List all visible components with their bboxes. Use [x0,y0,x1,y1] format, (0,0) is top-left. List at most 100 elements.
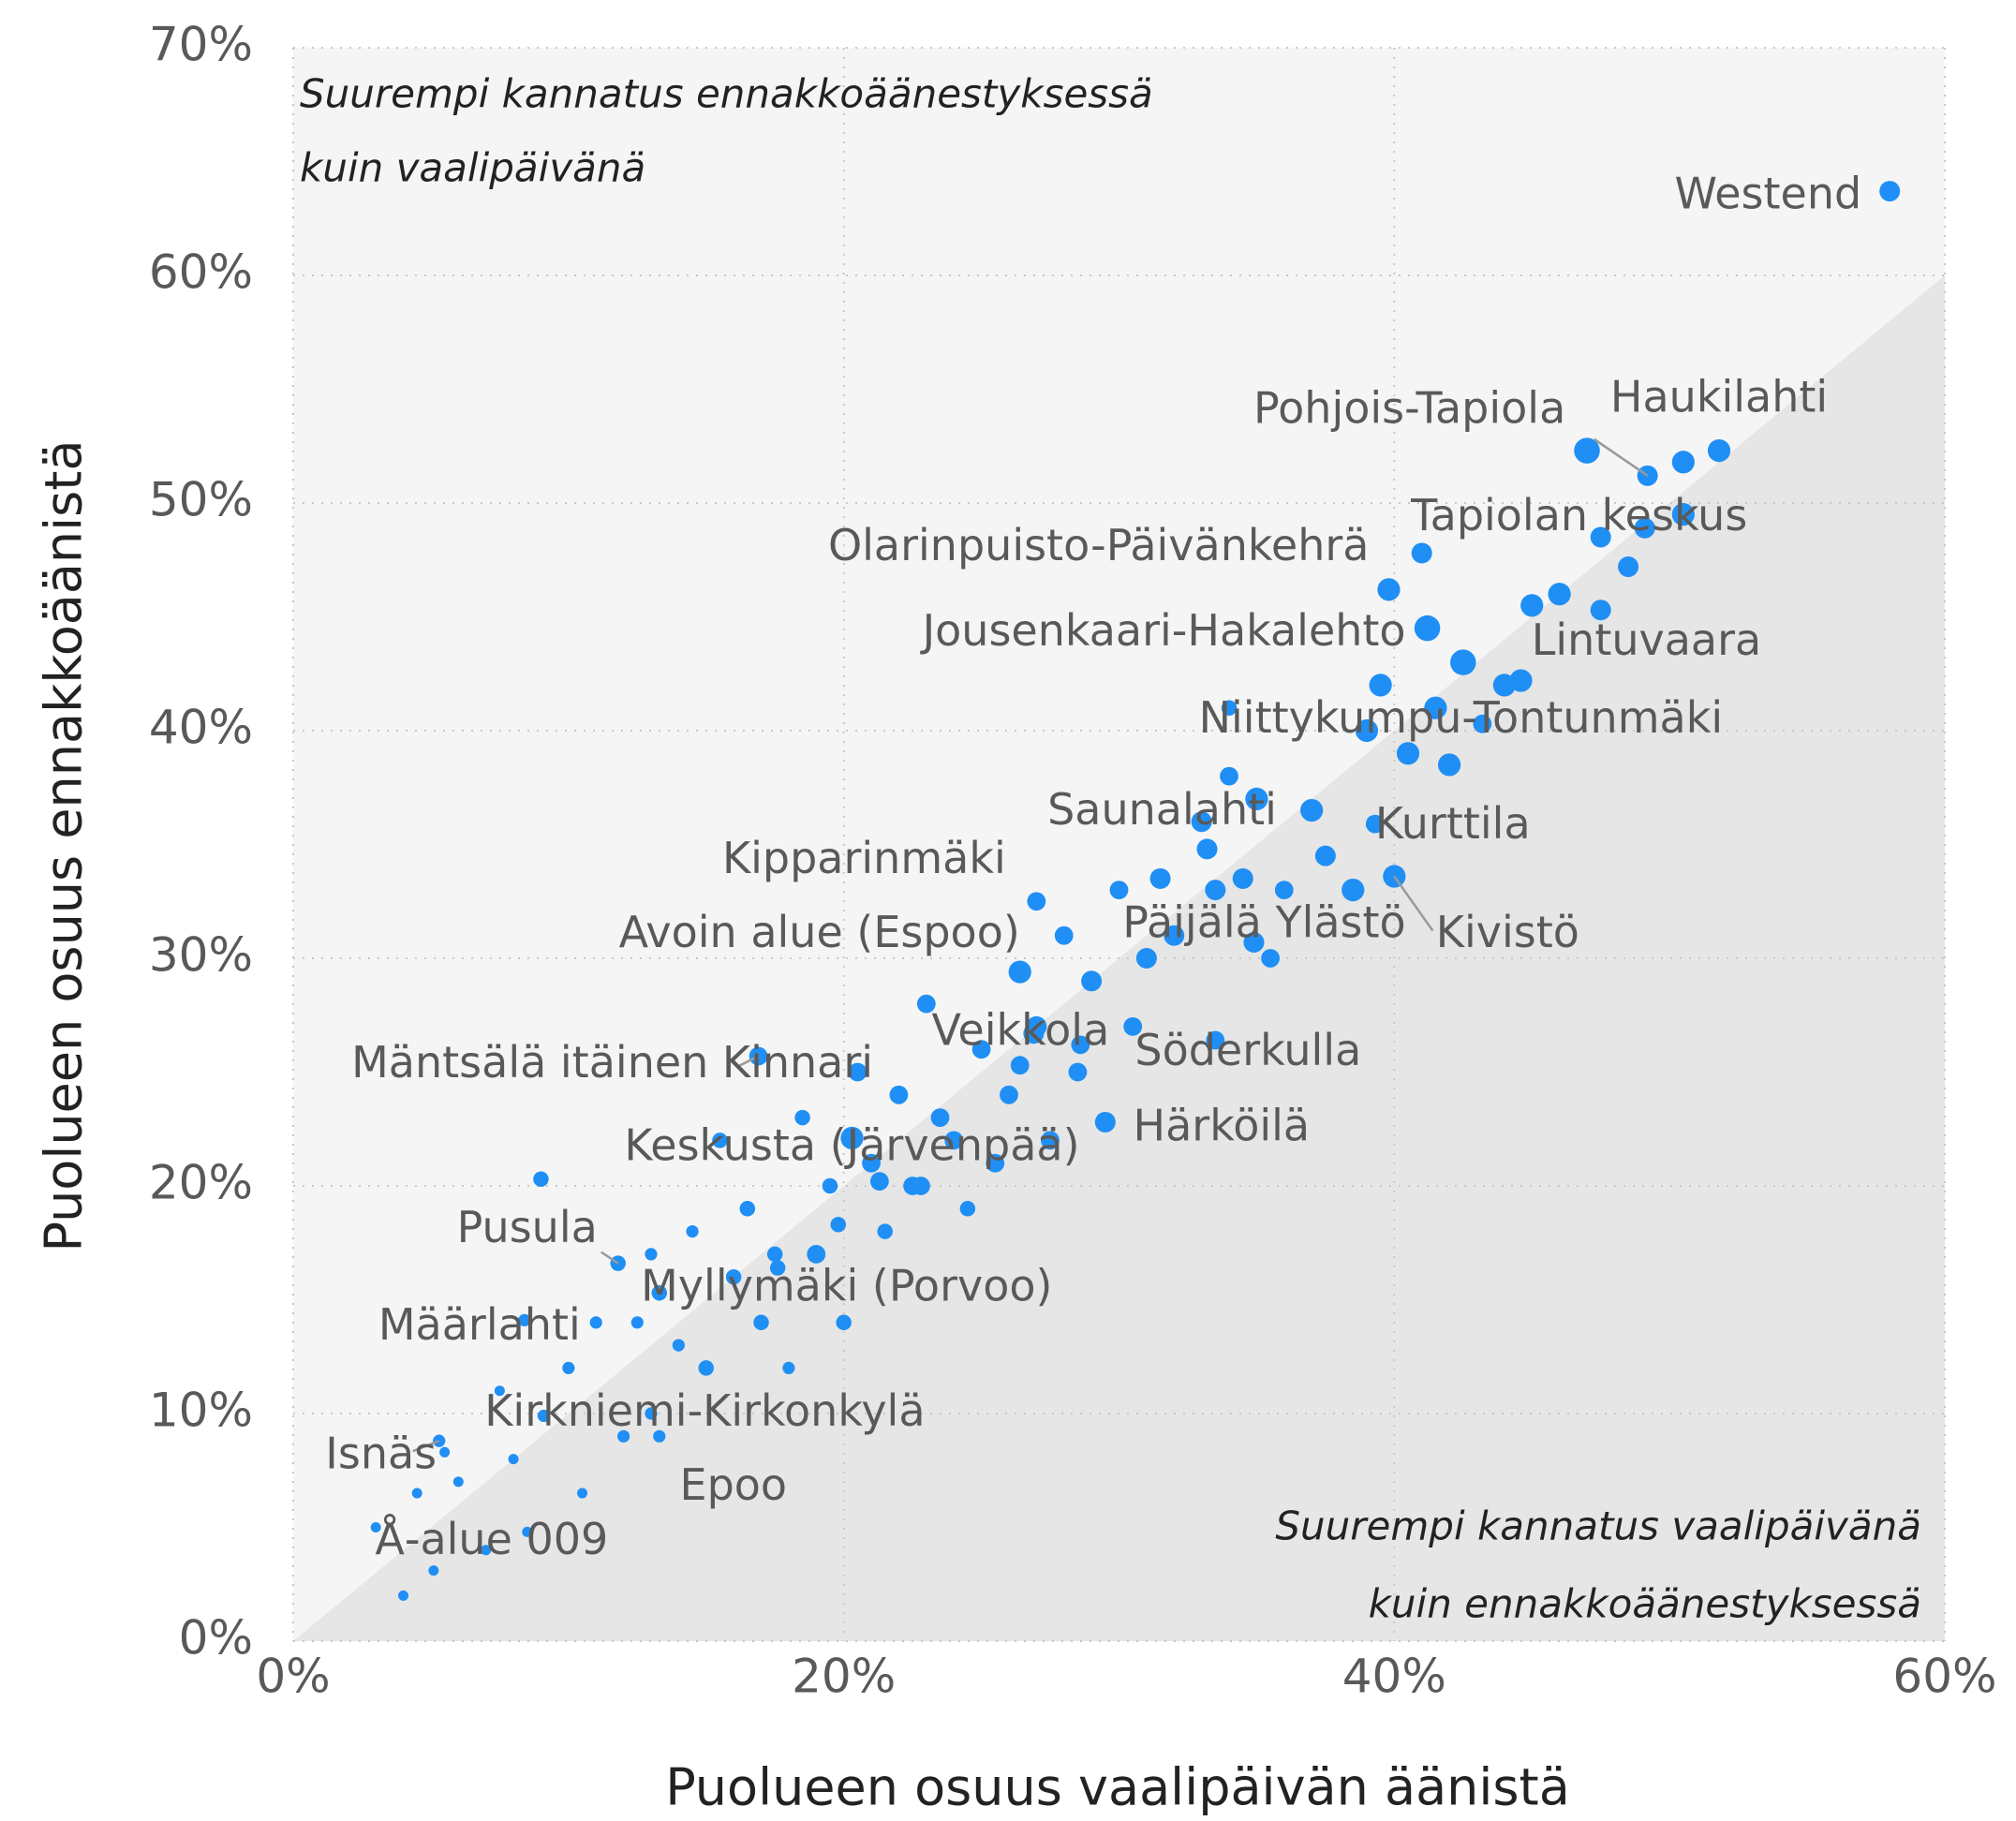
point [1041,1131,1060,1150]
point [494,1385,505,1397]
point-label: Saunalahti [1047,784,1277,835]
annotation: Suurempi kannatus ennakkoäänestyksessä [300,71,1153,117]
point-label: Pusula [457,1202,598,1252]
point [1068,1062,1088,1082]
point-label: Härköilä [1134,1100,1311,1150]
leader-line [1593,437,1649,477]
point [944,1131,964,1150]
y-tick-label: 40% [149,701,253,755]
point-label: Avoin alue (Espoo) [619,907,1020,957]
point [533,1171,549,1187]
point [481,1545,492,1556]
point [1671,503,1695,526]
point [1206,1030,1225,1050]
point [1094,1111,1116,1133]
point [630,1316,644,1329]
point [912,1177,930,1195]
x-tick-label: 0% [256,1650,330,1704]
point [686,1225,699,1238]
point [766,1246,783,1263]
point [1220,766,1238,786]
point [1221,700,1238,716]
point [1879,181,1901,202]
point [1164,925,1185,946]
point [930,1108,950,1127]
point [562,1361,575,1374]
point [1300,798,1324,822]
point [877,1223,893,1239]
x-tick-label: 20% [792,1650,896,1704]
point-label: Lintuvaara [1532,614,1761,665]
point-label: Myllymäki (Porvoo) [641,1261,1052,1311]
x-axis-title: Puolueen osuus vaalipäivän äänistä [665,1758,1570,1817]
point [712,1133,728,1148]
point [794,1109,810,1126]
y-tick-label: 0% [179,1611,253,1666]
point [698,1360,714,1376]
point [848,1062,867,1082]
point [1450,649,1476,675]
point-label: Söderkulla [1134,1025,1361,1075]
point-label: Westend [1674,169,1861,219]
y-tick-label: 50% [149,473,253,527]
point [577,1488,588,1499]
point [986,1153,1005,1173]
point [916,994,936,1014]
point [1590,600,1611,621]
point [411,1488,422,1499]
point-label: Tapiolan keskus [1410,490,1747,540]
point [617,1429,630,1443]
point [1149,867,1171,889]
leader-line [1393,875,1434,932]
leader-line [600,1251,619,1265]
point [672,1339,685,1352]
point-label: Å-alue 009 [375,1514,608,1564]
point [428,1565,439,1577]
point [1232,867,1253,889]
point [1081,970,1103,992]
point [1008,960,1031,984]
point [1574,437,1600,464]
point [508,1454,519,1465]
point [1243,931,1265,953]
point-label: Jousenkaari-Hakalehto [920,605,1406,656]
y-tick-label: 70% [149,18,253,72]
point [725,1268,742,1285]
point [1000,1085,1018,1104]
point-label: Kurttila [1375,798,1531,849]
point [1135,948,1157,969]
point-label: Kirkniemi-Kirkonkylä [484,1385,925,1436]
point [753,1314,769,1331]
point [889,1085,909,1104]
point [1245,787,1268,811]
point [1618,556,1639,578]
point [869,1172,889,1192]
point-label: Mäntsälä itäinen Kinnari [351,1037,873,1088]
point [537,1409,550,1423]
point [439,1446,451,1458]
point [398,1590,409,1601]
point [1411,542,1432,564]
point [370,1522,381,1532]
point-label: Epoo [680,1459,788,1510]
point [769,1260,786,1276]
point [1191,811,1212,833]
point [862,1153,881,1173]
point [1492,674,1516,697]
point [452,1476,464,1488]
point-label: Keskusta (Järvenpää) [624,1119,1079,1170]
point [830,1217,847,1233]
point-label: Isnäs [325,1429,437,1479]
point [1196,838,1218,860]
point [1396,742,1420,765]
point [1520,594,1544,617]
point-label: Niittykumpu-Tontunmäki [1199,692,1724,743]
point-label: Pohjois-Tapiola [1253,382,1565,433]
point [1071,1035,1090,1055]
point [1355,718,1379,743]
point [1590,526,1611,548]
point [1634,517,1655,539]
point [1205,880,1226,901]
point-label: Kivistö [1436,907,1579,957]
